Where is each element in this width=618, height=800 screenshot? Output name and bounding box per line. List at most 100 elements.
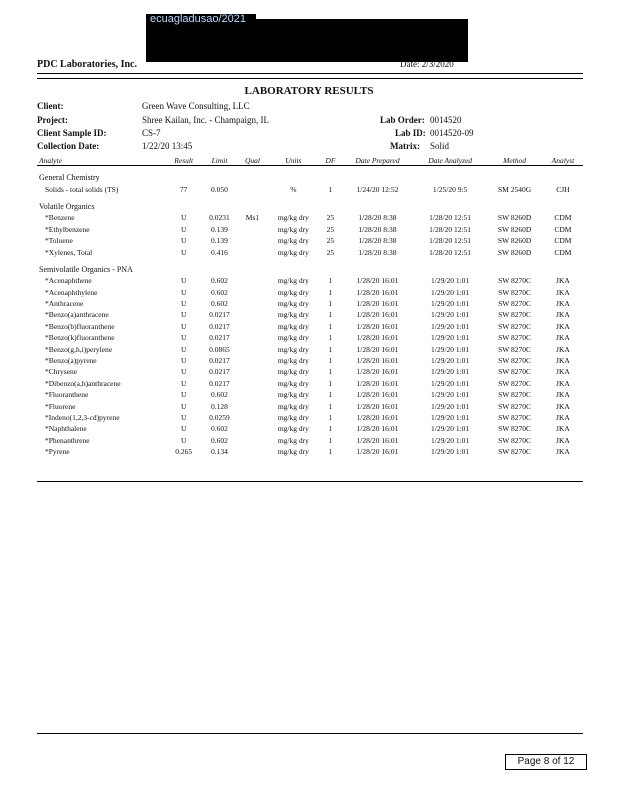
cell-qual	[238, 332, 267, 343]
section-title: Semivolatile Organics - PNA	[39, 264, 133, 274]
cell-method: SW 8260D	[497, 236, 532, 246]
table-row: *Acenaphthene U 0.602 mg/kg dry 1 1/28/20 16:…	[37, 275, 583, 286]
cell-limit: 0.050	[211, 184, 228, 194]
cell-date-analyzed: 1/29/20 1:01	[431, 378, 470, 388]
cell-analyst: JKA	[556, 356, 570, 366]
cell-analyte: *Benzo(g,h,i)perylene	[45, 344, 113, 354]
cell-analyst: JKA	[556, 401, 570, 411]
cell-analyte: *Chrysene	[45, 367, 78, 377]
cell-result: U	[180, 310, 187, 320]
cell-analyst: JKA	[556, 310, 570, 320]
cell-method: SW 8270C	[498, 378, 532, 388]
cell-date-analyzed: 1/29/20 1:01	[431, 447, 470, 457]
column-header: Analyst	[542, 156, 583, 166]
cell-analyst: JKA	[556, 276, 570, 286]
table-row: *Benzo(k)fluoranthene U 0.0217 mg/kg dry 1 1/…	[37, 332, 583, 343]
cell-limit: 0.602	[211, 424, 228, 434]
cell-units: mg/kg dry	[277, 447, 309, 457]
cell-qual	[238, 446, 267, 457]
lab-name: PDC Laboratories, Inc.	[37, 59, 137, 70]
cell-units: mg/kg dry	[277, 287, 309, 297]
cell-limit: 0.0217	[209, 310, 230, 320]
cell-df: 25	[326, 213, 335, 223]
cell-method: SW 8270C	[498, 321, 532, 331]
cell-qual	[238, 400, 267, 411]
collection-value: 1/22/20 13:45	[142, 141, 193, 151]
cell-limit: 0.128	[211, 401, 228, 411]
cell-date-analyzed: 1/29/20 1:01	[431, 276, 470, 286]
cell-df: 25	[326, 224, 335, 234]
cell-date-prepared: 1/28/20 16:01	[356, 367, 399, 377]
client-value: Green Wave Consulting, LLC	[142, 101, 250, 111]
cell-limit: 0.602	[211, 299, 228, 309]
cell-date-analyzed: 1/28/20 12:51	[429, 247, 472, 257]
cell-date-prepared: 1/28/20 8:38	[358, 247, 397, 257]
cell-analyte: *Acenaphthene	[45, 276, 92, 286]
cell-date-analyzed: 1/29/20 1:01	[431, 424, 470, 434]
cell-analyst: JKA	[556, 287, 570, 297]
cell-df: 1	[328, 390, 333, 400]
column-header: Result	[166, 156, 201, 166]
cell-date-analyzed: 1/29/20 1:01	[431, 356, 470, 366]
cell-analyte: *Fluoranthene	[45, 390, 89, 400]
cell-limit: 0.602	[211, 287, 228, 297]
cell-result: U	[180, 333, 187, 343]
cell-analyst: CDM	[554, 224, 572, 234]
cell-result: U	[180, 390, 187, 400]
cell-method: SW 8270C	[498, 390, 532, 400]
cell-analyst: CDM	[554, 213, 572, 223]
cell-units: mg/kg dry	[277, 435, 309, 445]
cell-date-prepared: 1/28/20 16:01	[356, 344, 399, 354]
cell-df: 1	[328, 413, 333, 422]
cell-date-prepared: 1/28/20 16:01	[356, 390, 399, 400]
cell-qual	[238, 423, 267, 434]
cell-df: 1	[328, 424, 333, 434]
cell-date-analyzed: 1/29/20 1:01	[431, 435, 470, 445]
table-row: *Dibenzo(a,h)anthracene U 0.0217 mg/kg dry 1…	[37, 378, 583, 389]
cell-method: SW 8260D	[497, 247, 532, 257]
column-header: DF	[319, 156, 342, 166]
cell-df: 1	[328, 344, 333, 354]
cell-date-prepared: 1/28/20 16:01	[356, 413, 399, 422]
cell-date-analyzed: 1/28/20 12:51	[429, 213, 472, 223]
cell-df: 1	[328, 321, 333, 331]
cell-units: mg/kg dry	[277, 401, 309, 411]
cell-units: mg/kg dry	[277, 224, 309, 234]
table-row: *Indeno(1,2,3-cd)pyrene U 0.0259 mg/kg dry 1…	[37, 412, 583, 423]
cell-analyte: *Xylenes, Total	[45, 247, 93, 257]
stamp-text: ecuagladusao/2021	[150, 13, 247, 25]
cell-analyte: *Dibenzo(a,h)anthracene	[45, 378, 121, 388]
column-header: Analyte	[37, 156, 167, 166]
cell-analyst: JKA	[556, 424, 570, 434]
column-header: Date Analyzed	[413, 156, 487, 166]
divider	[37, 73, 583, 74]
collection-label: Collection Date:	[37, 141, 100, 151]
cell-limit: 0.602	[211, 390, 228, 400]
cell-qual	[238, 235, 267, 246]
table-row: *Naphthalene U 0.602 mg/kg dry 1 1/28/20 16:0…	[37, 423, 583, 434]
table-row: *Anthracene U 0.602 mg/kg dry 1 1/28/20 16:01…	[37, 298, 583, 309]
cell-limit: 0.416	[211, 247, 228, 257]
cell-qual	[238, 321, 267, 332]
table-end-rule	[37, 481, 583, 482]
cell-analyte: *Indeno(1,2,3-cd)pyrene	[45, 413, 120, 422]
cell-units: mg/kg dry	[277, 236, 309, 246]
matrix-value: Solid	[430, 141, 450, 151]
cell-method: SW 8270C	[498, 287, 532, 297]
cell-analyst: CJH	[556, 184, 570, 194]
cell-result: U	[180, 435, 187, 445]
column-header: Limit	[200, 156, 239, 166]
cell-date-prepared: 1/28/20 16:01	[356, 310, 399, 320]
cell-date-analyzed: 1/29/20 1:01	[431, 344, 470, 354]
cell-qual	[238, 309, 267, 320]
cell-analyst: CDM	[554, 247, 572, 257]
client-label: Client:	[37, 101, 64, 111]
cell-result: U	[180, 276, 187, 286]
cell-analyst: JKA	[556, 413, 570, 422]
table-row: *Benzo(g,h,i)perylene U 0.0865 mg/kg dry 1 1/…	[37, 343, 583, 354]
cell-date-prepared: 1/28/20 8:38	[358, 213, 397, 223]
cell-qual	[238, 435, 267, 446]
section-title: Volatile Organics	[39, 201, 95, 211]
cell-analyte: Solids - total solids (TS)	[45, 184, 119, 194]
cell-date-prepared: 1/28/20 16:01	[356, 356, 399, 366]
